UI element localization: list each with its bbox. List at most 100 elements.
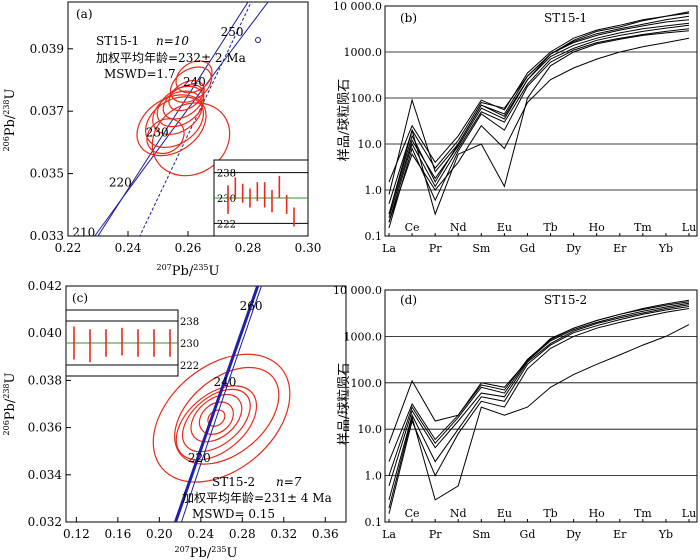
panel-c-concordia-curve — [180, 286, 263, 522]
panel-d-ree: (d) ST15-2 0.1 1.0 10.0 100.0 1000.0 10 000.0… — [333, 284, 698, 541]
b-xlabel-Tm: Tm — [634, 221, 652, 234]
panel-a-concordia-marker-250 — [255, 37, 261, 43]
panel-d-ylabel: 样品/球粒陨石 — [337, 363, 352, 445]
d-ytick-label: 10.0 — [358, 423, 383, 436]
c-ellipse-5 — [190, 393, 243, 443]
d-ytick-label: 1.0 — [365, 470, 383, 483]
b-xlabel-Pr: Pr — [429, 242, 442, 255]
d-ytick-label: 10 000.0 — [333, 284, 382, 297]
panel-b-series — [388, 11, 690, 229]
d-series-line-4 — [388, 304, 690, 487]
a-ytick-label: 0.037 — [30, 104, 64, 118]
d-series-line-7 — [388, 324, 690, 509]
b-xlabel-Ce: Ce — [405, 221, 420, 234]
c-inset-tick-label: 222 — [180, 361, 199, 372]
a-ellipse-3 — [152, 90, 203, 136]
panel-d-series — [388, 299, 690, 514]
a-xtick-label: 0.28 — [235, 241, 262, 255]
a-age-label-220: 220 — [109, 175, 132, 189]
d-xlabel-Tm: Tm — [634, 507, 652, 520]
panel-a-age: 加权平均年龄=232± 2 Ma — [96, 51, 246, 65]
d-xlabel-Pr: Pr — [429, 528, 442, 541]
c-xtick-label: 0.24 — [187, 527, 214, 541]
panel-d-ticks: 0.1 1.0 10.0 100.0 1000.0 10 000.0 La Pr Sm Gd Dy E… — [333, 284, 696, 541]
panel-b-ree: (b) ST15-1 0.1 1.0 10.0 100.0 1000.0 10 000.0… — [333, 0, 698, 255]
a-ellipse-7 — [169, 66, 213, 103]
b-series-line-9 — [388, 37, 690, 223]
a-xtick-label: 0.22 — [55, 241, 82, 255]
panel-c-frame — [65, 285, 347, 523]
c-xtick-label: 0.20 — [146, 527, 173, 541]
a-ellipse-9 — [146, 118, 185, 155]
panel-c-ticks: 0.12 0.16 0.20 0.24 0.28 0.32 0.36 0.032 0.034 0.… — [28, 279, 339, 541]
d-ytick-label: 1000.0 — [344, 330, 383, 343]
a-ytick-label: 0.033 — [30, 229, 64, 243]
panel-c-age-labels: 220 240 260 — [188, 299, 263, 465]
a-ytick-label: 0.035 — [30, 167, 64, 181]
panel-b-gridlines — [385, 51, 697, 191]
b-series-line-7 — [388, 28, 690, 229]
d-series-line-2 — [388, 301, 690, 462]
a-xtick-label: 0.26 — [175, 241, 202, 255]
b-xlabel-La: La — [382, 242, 396, 255]
b-series-line-2 — [388, 12, 690, 183]
panel-d-frame — [384, 289, 698, 523]
panel-c-concordia: (c) ST15-2 n=7 加权平均年龄=231± 4 Ma MSWD= 0.… — [2, 279, 347, 560]
c-ellipse-2 — [174, 366, 280, 465]
c-inset-tick-label: 238 — [180, 317, 199, 328]
panel-a-sample: ST15-1 — [96, 34, 139, 48]
a-inset-tick-label: 222 — [217, 219, 236, 230]
b-ytick-label: 0.1 — [365, 230, 383, 243]
panel-c-discordia-line — [173, 286, 260, 522]
d-xlabel-La: La — [382, 528, 396, 541]
d-xlabel-Dy: Dy — [566, 528, 582, 541]
d-xlabel-Sm: Sm — [472, 528, 491, 541]
b-ytick-label: 10 000.0 — [333, 0, 382, 13]
panel-a-label: (a) — [76, 7, 93, 21]
panel-a-xlabel: 207Pb/235U — [157, 263, 220, 279]
panel-a-ylabel: 206Pb/238U — [2, 88, 18, 151]
d-xlabel-Er: Er — [613, 528, 627, 541]
panel-a-concordia: (a) ST15-1 n=10 加权平均年龄=232± 2 Ma MSWD=1.… — [2, 1, 322, 279]
b-xlabel-Nd: Nd — [450, 221, 467, 234]
panel-a-discordia-line-1 — [97, 2, 249, 236]
b-ytick-label: 1.0 — [365, 184, 383, 197]
panel-b-sample: ST15-1 — [544, 11, 587, 25]
c-ytick-label: 0.040 — [28, 326, 62, 340]
panel-a-concordia-curve — [94, 2, 269, 236]
b-xlabel-Gd: Gd — [520, 242, 536, 255]
a-xtick-label: 0.24 — [115, 241, 142, 255]
b-ytick-label: 1000.0 — [344, 46, 383, 59]
c-xtick-label: 0.16 — [104, 527, 131, 541]
a-ellipse-8 — [175, 60, 213, 94]
panel-c-mswd: MSWD= 0.15 — [192, 507, 275, 521]
panel-a-age-labels: 210 220 230 240 250 — [72, 25, 243, 240]
d-xlabel-Nd: Nd — [450, 507, 467, 520]
a-inset-tick-label: 238 — [217, 169, 236, 180]
d-xlabel-Ho: Ho — [589, 507, 606, 520]
b-ytick-label: 10.0 — [358, 138, 383, 151]
b-series-line-1 — [388, 11, 690, 195]
panel-a-ticks: 0.22 0.24 0.26 0.28 0.30 0.033 0.035 0.037 0.039 — [30, 42, 322, 255]
d-ytick-label: 0.1 — [365, 516, 383, 529]
b-xlabel-Dy: Dy — [566, 242, 582, 255]
panel-b-label: (b) — [400, 11, 417, 25]
panel-d-sample: ST15-2 — [544, 293, 587, 307]
b-xlabel-Ho: Ho — [589, 221, 606, 234]
panel-b-frame — [384, 5, 698, 237]
panel-c-age: 加权平均年龄=231± 4 Ma — [182, 491, 332, 505]
a-age-label-230: 230 — [146, 125, 169, 139]
c-ytick-label: 0.038 — [28, 373, 62, 387]
panel-c-label: (c) — [72, 291, 88, 305]
c-ellipse-6 — [198, 401, 234, 435]
b-xlabel-Lu: Lu — [682, 221, 696, 234]
d-xlabel-Eu: Eu — [497, 507, 512, 520]
a-ellipse-5 — [162, 84, 205, 120]
panel-c-ylabel: 206Pb/238U — [2, 372, 18, 435]
d-xlabel-Lu: Lu — [682, 507, 696, 520]
panel-a-ellipses — [136, 60, 231, 177]
c-age-label-220: 220 — [188, 451, 211, 465]
b-ytick-label: 100.0 — [351, 92, 383, 105]
b-series-line-6 — [388, 24, 690, 223]
c-ytick-label: 0.036 — [28, 421, 62, 435]
